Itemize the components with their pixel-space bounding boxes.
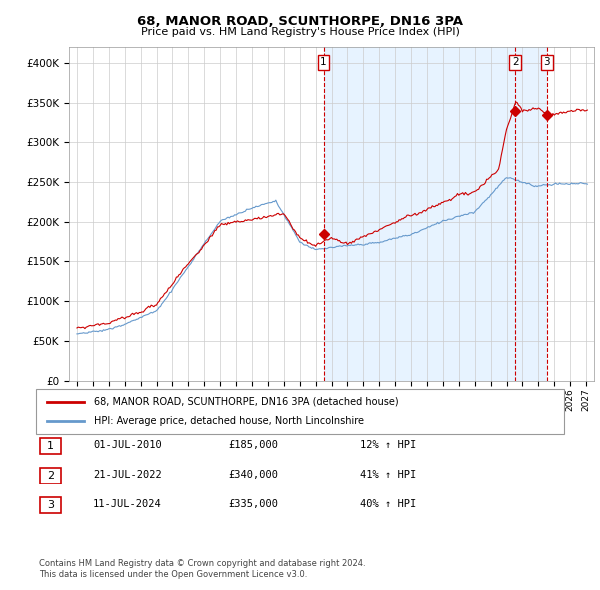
- Text: 12% ↑ HPI: 12% ↑ HPI: [360, 441, 416, 450]
- Text: £185,000: £185,000: [228, 441, 278, 450]
- Text: £335,000: £335,000: [228, 500, 278, 509]
- FancyBboxPatch shape: [40, 467, 61, 484]
- Text: 2: 2: [512, 57, 518, 67]
- Text: £340,000: £340,000: [228, 470, 278, 480]
- Text: 3: 3: [47, 500, 54, 510]
- Text: 68, MANOR ROAD, SCUNTHORPE, DN16 3PA: 68, MANOR ROAD, SCUNTHORPE, DN16 3PA: [137, 15, 463, 28]
- Text: 68, MANOR ROAD, SCUNTHORPE, DN16 3PA (detached house): 68, MANOR ROAD, SCUNTHORPE, DN16 3PA (de…: [94, 397, 399, 407]
- Text: This data is licensed under the Open Government Licence v3.0.: This data is licensed under the Open Gov…: [39, 571, 307, 579]
- Text: 01-JUL-2010: 01-JUL-2010: [93, 441, 162, 450]
- FancyBboxPatch shape: [40, 438, 61, 454]
- FancyBboxPatch shape: [36, 389, 564, 434]
- FancyBboxPatch shape: [40, 497, 61, 513]
- Text: Contains HM Land Registry data © Crown copyright and database right 2024.: Contains HM Land Registry data © Crown c…: [39, 559, 365, 568]
- Text: 11-JUL-2024: 11-JUL-2024: [93, 500, 162, 509]
- Text: 41% ↑ HPI: 41% ↑ HPI: [360, 470, 416, 480]
- Bar: [323, 47, 515, 381]
- Text: 21-JUL-2022: 21-JUL-2022: [93, 470, 162, 480]
- Text: 40% ↑ HPI: 40% ↑ HPI: [360, 500, 416, 509]
- Bar: [515, 47, 547, 381]
- Text: 2: 2: [47, 471, 54, 480]
- Text: HPI: Average price, detached house, North Lincolnshire: HPI: Average price, detached house, Nort…: [94, 417, 364, 426]
- Text: 3: 3: [544, 57, 550, 67]
- Text: Price paid vs. HM Land Registry's House Price Index (HPI): Price paid vs. HM Land Registry's House …: [140, 27, 460, 37]
- Text: 1: 1: [320, 57, 327, 67]
- Text: 1: 1: [47, 441, 54, 451]
